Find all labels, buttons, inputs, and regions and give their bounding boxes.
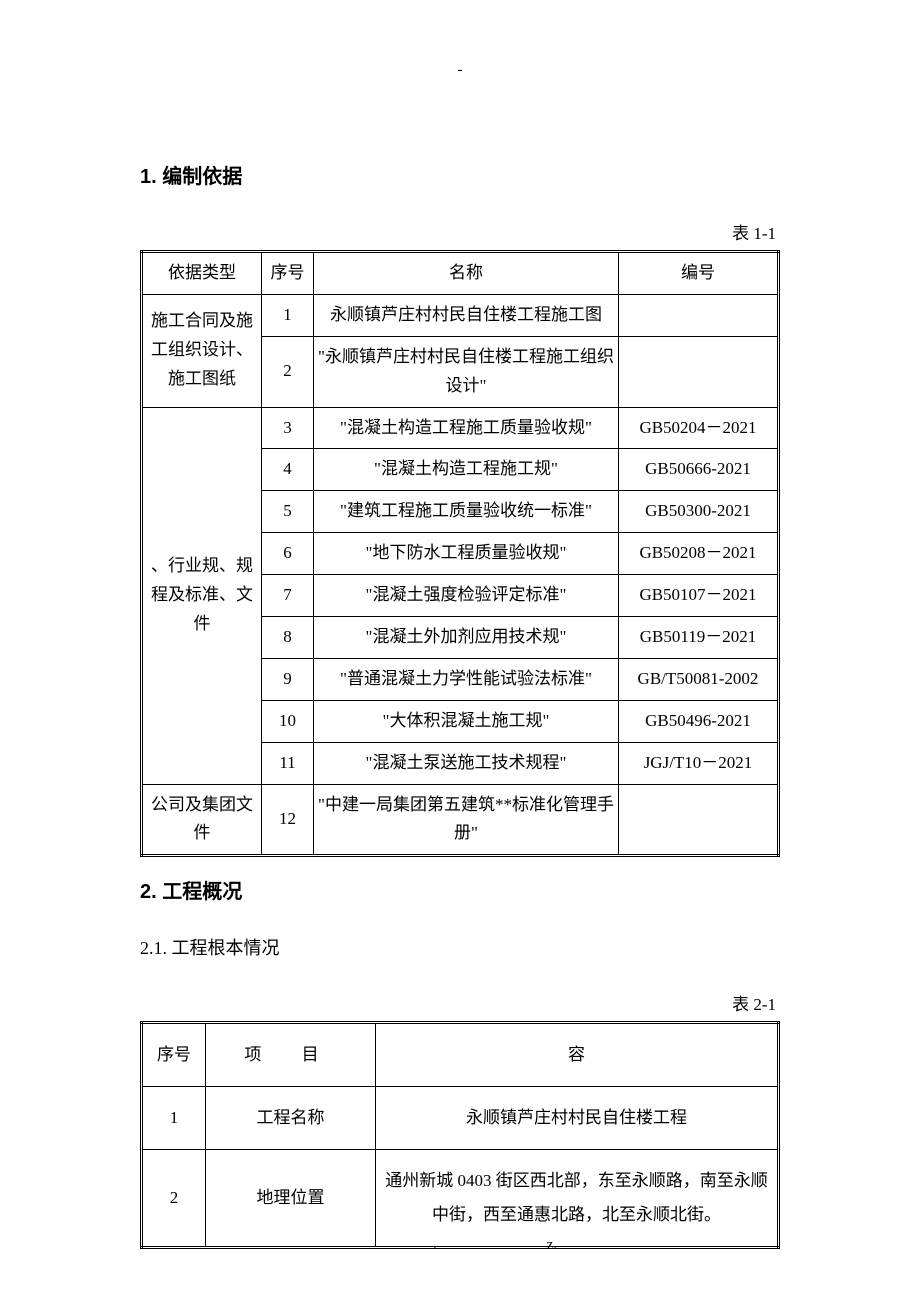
cell-name: "混凝土泵送施工技术规程" xyxy=(314,742,619,784)
cell-code: GB50107－2021 xyxy=(619,575,779,617)
cell-name: "地下防水工程质量验收规" xyxy=(314,533,619,575)
table-1: 依据类型 序号 名称 编号 施工合同及施工组织设计、施工图纸 1 永顺镇芦庄村村… xyxy=(140,250,780,857)
section-1-number: 1. xyxy=(140,166,157,188)
cell-seq: 3 xyxy=(262,407,314,449)
cell-item: 工程名称 xyxy=(206,1087,376,1150)
section-2-title: 工程概况 xyxy=(162,881,242,903)
cell-seq: 2 xyxy=(142,1150,206,1248)
cell-seq: 8 xyxy=(262,617,314,659)
section-1-heading: 1. 编制依据 xyxy=(140,160,780,189)
table2-caption: 表 2-1 xyxy=(140,990,776,1015)
table-row: 公司及集团文件 12 "中建一局集团第五建筑**标准化管理手册" xyxy=(142,784,779,856)
cell-seq: 4 xyxy=(262,449,314,491)
cell-seq: 2 xyxy=(262,336,314,407)
cell-code: JGJ/T10－2021 xyxy=(619,742,779,784)
cell-code: GB50119－2021 xyxy=(619,617,779,659)
cell-name: "混凝土构造工程施工规" xyxy=(314,449,619,491)
table-2: 序号 项 目 容 1 工程名称 永顺镇芦庄村村民自住楼工程 2 地理位置 通州新… xyxy=(140,1021,780,1249)
cell-code xyxy=(619,784,779,856)
table-row: 施工合同及施工组织设计、施工图纸 1 永顺镇芦庄村村民自住楼工程施工图 xyxy=(142,294,779,336)
cell-seq: 1 xyxy=(142,1087,206,1150)
cell-type-g3: 公司及集团文件 xyxy=(142,784,262,856)
th-seq: 序号 xyxy=(262,252,314,295)
cell-name: "中建一局集团第五建筑**标准化管理手册" xyxy=(314,784,619,856)
cell-code xyxy=(619,294,779,336)
cell-code xyxy=(619,336,779,407)
cell-seq: 11 xyxy=(262,742,314,784)
th-type: 依据类型 xyxy=(142,252,262,295)
cell-seq: 12 xyxy=(262,784,314,856)
cell-name: "混凝土外加剂应用技术规" xyxy=(314,617,619,659)
cell-name: "永顺镇芦庄村村民自住楼工程施工组织设计" xyxy=(314,336,619,407)
cell-code: GB50666-2021 xyxy=(619,449,779,491)
cell-name: "混凝土强度检验评定标准" xyxy=(314,575,619,617)
cell-name: "混凝土构造工程施工质量验收规" xyxy=(314,407,619,449)
section-2-number: 2. xyxy=(140,881,157,903)
footer-z: z. xyxy=(547,1237,557,1254)
cell-name: "大体积混凝土施工规" xyxy=(314,700,619,742)
cell-name: "建筑工程施工质量验收统一标准" xyxy=(314,491,619,533)
cell-type-g1: 施工合同及施工组织设计、施工图纸 xyxy=(142,294,262,407)
cell-seq: 9 xyxy=(262,658,314,700)
page-footer: . z. xyxy=(0,1237,920,1254)
section-1-title: 编制依据 xyxy=(162,166,242,188)
cell-seq: 6 xyxy=(262,533,314,575)
table1-caption: 表 1-1 xyxy=(140,219,776,244)
table-2-header-row: 序号 项 目 容 xyxy=(142,1023,779,1087)
cell-seq: 1 xyxy=(262,294,314,336)
page-body: 1. 编制依据 表 1-1 依据类型 序号 名称 编号 施工合同及施工组织设计、… xyxy=(0,0,920,1289)
section-2-heading: 2. 工程概况 xyxy=(140,875,780,904)
top-dash: - xyxy=(458,62,463,79)
cell-code: GB50208－2021 xyxy=(619,533,779,575)
th-code: 编号 xyxy=(619,252,779,295)
th2-seq: 序号 xyxy=(142,1023,206,1087)
footer-dot: . xyxy=(363,1237,543,1254)
cell-seq: 7 xyxy=(262,575,314,617)
subsection-2-1: 2.1. 工程根本情况 xyxy=(140,934,780,960)
th2-item: 项 目 xyxy=(206,1023,376,1087)
cell-code: GB50496-2021 xyxy=(619,700,779,742)
cell-code: GB/T50081-2002 xyxy=(619,658,779,700)
cell-content: 永顺镇芦庄村村民自住楼工程 xyxy=(376,1087,779,1150)
table-row: 、行业规、规程及标准、文件 3 "混凝土构造工程施工质量验收规" GB50204… xyxy=(142,407,779,449)
cell-item: 地理位置 xyxy=(206,1150,376,1248)
cell-seq: 5 xyxy=(262,491,314,533)
cell-type-g2: 、行业规、规程及标准、文件 xyxy=(142,407,262,784)
cell-name: "普通混凝土力学性能试验法标准" xyxy=(314,658,619,700)
cell-code: GB50204－2021 xyxy=(619,407,779,449)
table-1-header-row: 依据类型 序号 名称 编号 xyxy=(142,252,779,295)
table-row: 2 地理位置 通州新城 0403 街区西北部，东至永顺路，南至永顺中街，西至通惠… xyxy=(142,1150,779,1248)
cell-code: GB50300-2021 xyxy=(619,491,779,533)
cell-content: 通州新城 0403 街区西北部，东至永顺路，南至永顺中街，西至通惠北路，北至永顺… xyxy=(376,1150,779,1248)
cell-name: 永顺镇芦庄村村民自住楼工程施工图 xyxy=(314,294,619,336)
th2-content: 容 xyxy=(376,1023,779,1087)
table-row: 1 工程名称 永顺镇芦庄村村民自住楼工程 xyxy=(142,1087,779,1150)
cell-seq: 10 xyxy=(262,700,314,742)
th-name: 名称 xyxy=(314,252,619,295)
